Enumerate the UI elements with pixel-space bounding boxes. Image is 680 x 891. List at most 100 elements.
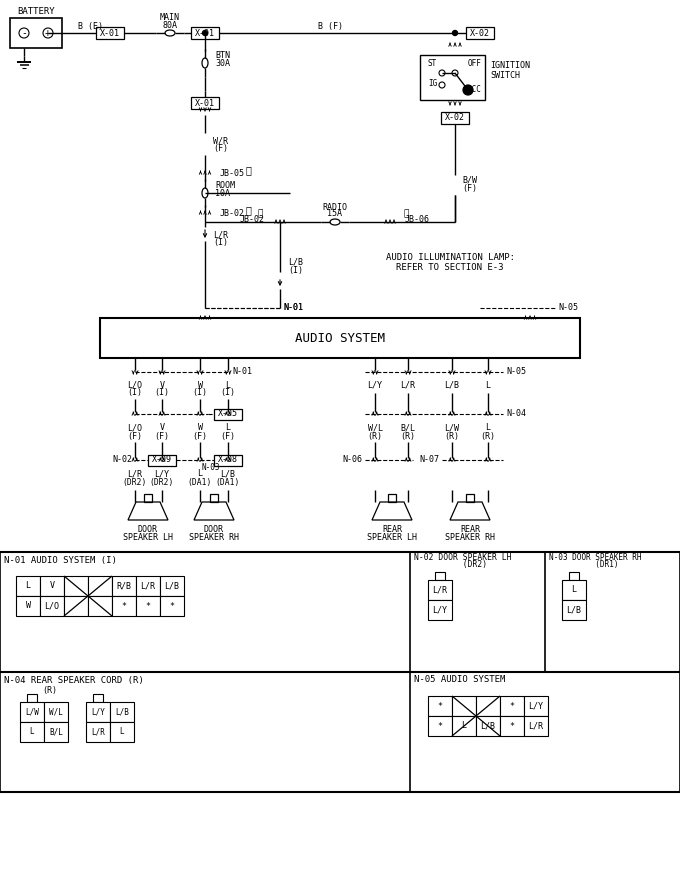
Bar xyxy=(500,716,524,736)
Text: L/B: L/B xyxy=(566,606,581,615)
Text: L/W: L/W xyxy=(445,423,460,432)
Text: REAR: REAR xyxy=(382,525,402,534)
Bar xyxy=(160,576,184,596)
Text: B/L: B/L xyxy=(49,727,63,737)
Text: W/L: W/L xyxy=(49,707,63,716)
Bar xyxy=(64,596,88,616)
Text: W: W xyxy=(197,423,203,432)
Text: N-01: N-01 xyxy=(283,304,303,313)
Text: B/W: B/W xyxy=(462,176,477,184)
Text: L: L xyxy=(486,423,490,432)
Text: L/O: L/O xyxy=(44,601,60,610)
Circle shape xyxy=(452,70,458,76)
Text: L/R: L/R xyxy=(128,470,143,478)
Bar xyxy=(64,576,88,596)
Text: L: L xyxy=(30,727,34,737)
Bar xyxy=(452,696,476,716)
Text: B/L: B/L xyxy=(401,423,415,432)
Ellipse shape xyxy=(202,58,208,68)
Bar xyxy=(569,572,579,580)
Text: V: V xyxy=(160,380,165,389)
Bar xyxy=(428,600,452,620)
Text: -: - xyxy=(21,28,27,38)
Bar xyxy=(96,27,124,39)
Bar xyxy=(476,696,500,716)
Bar xyxy=(466,27,494,39)
Text: *: * xyxy=(509,722,515,731)
Text: L: L xyxy=(486,380,490,389)
Text: X-05: X-05 xyxy=(218,410,238,419)
Bar xyxy=(86,702,110,722)
Text: N-02 DOOR SPEAKER LH: N-02 DOOR SPEAKER LH xyxy=(414,553,511,562)
Text: V: V xyxy=(50,582,54,591)
Text: (R): (R) xyxy=(367,431,382,440)
Text: 15A: 15A xyxy=(328,209,343,218)
Text: REAR: REAR xyxy=(460,525,480,534)
Text: W/L: W/L xyxy=(367,423,382,432)
Text: 80A: 80A xyxy=(163,20,177,29)
Text: L/B: L/B xyxy=(115,707,129,716)
Bar xyxy=(452,716,476,736)
Ellipse shape xyxy=(165,30,175,36)
Bar xyxy=(435,572,445,580)
Text: DOOR: DOOR xyxy=(138,525,158,534)
Text: L: L xyxy=(571,585,577,594)
Text: N-05: N-05 xyxy=(506,367,526,377)
Text: JB-06: JB-06 xyxy=(405,215,430,224)
Text: X-02: X-02 xyxy=(470,29,490,37)
Text: L/R: L/R xyxy=(432,585,447,594)
Text: (DR1): (DR1) xyxy=(549,560,618,569)
Text: (DR2): (DR2) xyxy=(414,560,487,569)
Text: +: + xyxy=(45,28,51,38)
Bar xyxy=(136,596,160,616)
Text: L/B: L/B xyxy=(220,470,235,478)
Text: (F): (F) xyxy=(220,431,235,440)
Text: (I): (I) xyxy=(220,388,235,397)
Text: N-01: N-01 xyxy=(232,367,252,377)
Text: *: * xyxy=(146,601,150,610)
Bar xyxy=(428,696,452,716)
Bar xyxy=(20,702,44,722)
Text: BATTERY: BATTERY xyxy=(17,7,55,17)
Text: L/O: L/O xyxy=(128,380,143,389)
Text: (R): (R) xyxy=(401,431,415,440)
Text: L: L xyxy=(226,423,231,432)
Text: 30A: 30A xyxy=(215,59,230,68)
Text: L/B: L/B xyxy=(288,257,303,266)
Ellipse shape xyxy=(330,219,340,225)
Text: X-08: X-08 xyxy=(218,455,238,464)
Text: N-01 AUDIO SYSTEM (I): N-01 AUDIO SYSTEM (I) xyxy=(4,555,117,565)
Text: X-01: X-01 xyxy=(195,99,215,108)
Text: L: L xyxy=(120,727,124,737)
Text: N-05: N-05 xyxy=(558,304,578,313)
Text: L/R: L/R xyxy=(141,582,156,591)
Circle shape xyxy=(43,28,53,38)
Text: (F): (F) xyxy=(154,431,169,440)
Text: ST: ST xyxy=(428,59,437,68)
Bar xyxy=(86,722,110,742)
Bar xyxy=(428,716,452,736)
Circle shape xyxy=(439,70,445,76)
Circle shape xyxy=(463,85,473,95)
Text: (I): (I) xyxy=(288,266,303,274)
Text: RADIO: RADIO xyxy=(322,202,347,211)
Bar xyxy=(112,596,136,616)
Text: L/Y: L/Y xyxy=(367,380,382,389)
Text: L/B: L/B xyxy=(481,722,496,731)
Text: AUDIO SYSTEM: AUDIO SYSTEM xyxy=(295,331,385,345)
Bar xyxy=(100,318,580,358)
Text: *: * xyxy=(122,601,126,610)
Text: L/R: L/R xyxy=(91,727,105,737)
Bar xyxy=(524,696,548,716)
Text: SPEAKER RH: SPEAKER RH xyxy=(189,533,239,542)
Text: (DR2): (DR2) xyxy=(150,478,174,487)
Bar xyxy=(16,596,40,616)
Text: L/R: L/R xyxy=(528,722,543,731)
Text: N-03: N-03 xyxy=(202,462,220,471)
Text: W: W xyxy=(197,380,203,389)
Text: OFF: OFF xyxy=(468,59,482,68)
Text: (F): (F) xyxy=(462,184,477,192)
Text: X-09: X-09 xyxy=(152,455,172,464)
Text: L/Y: L/Y xyxy=(154,470,169,478)
Text: SWITCH: SWITCH xyxy=(490,70,520,79)
